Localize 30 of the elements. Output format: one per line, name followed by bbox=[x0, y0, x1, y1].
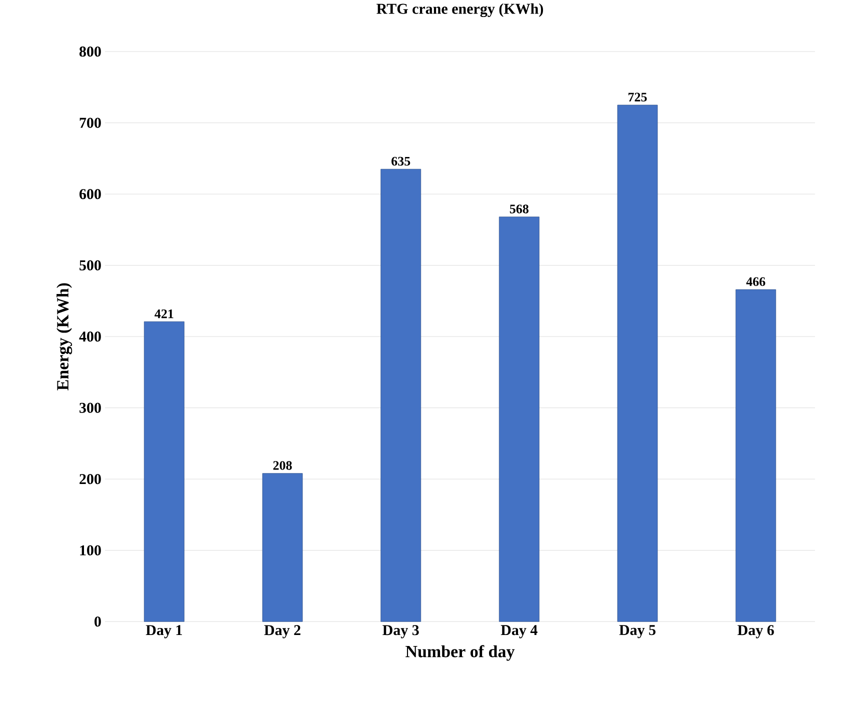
y-tick-label: 300 bbox=[80, 402, 101, 414]
data-label: 208 bbox=[273, 461, 292, 470]
y-tick-label: 500 bbox=[80, 260, 101, 271]
x-tick-label: Day 5 bbox=[619, 625, 656, 638]
bar bbox=[617, 105, 658, 622]
x-tick-label: Day 6 bbox=[738, 625, 774, 638]
x-tick-label: Day 4 bbox=[500, 625, 538, 638]
data-label: 635 bbox=[392, 157, 410, 166]
bar bbox=[380, 169, 422, 622]
data-label: 725 bbox=[628, 92, 647, 102]
y-tick-label: 800 bbox=[79, 46, 101, 57]
bar bbox=[736, 290, 776, 622]
bar bbox=[498, 216, 540, 622]
data-label: 568 bbox=[510, 204, 528, 214]
y-tick-label: 100 bbox=[80, 545, 101, 556]
bar bbox=[262, 473, 303, 622]
x-tick-label: Day 1 bbox=[146, 625, 182, 638]
y-tick-label: 600 bbox=[79, 189, 101, 200]
y-axis-title: Energy (KWh) bbox=[56, 283, 72, 391]
data-label: 421 bbox=[154, 310, 174, 318]
y-tick-label: 700 bbox=[80, 118, 101, 128]
chart-title: RTG crane energy (KWh) bbox=[376, 4, 544, 18]
bar bbox=[144, 322, 184, 622]
y-tick-label: 200 bbox=[80, 474, 101, 484]
y-tick-label: 0 bbox=[94, 616, 101, 627]
y-tick-label: 400 bbox=[79, 332, 101, 342]
data-label: 466 bbox=[746, 277, 766, 286]
x-tick-label: Day 2 bbox=[264, 625, 300, 638]
x-tick-label: Day 3 bbox=[382, 625, 419, 638]
x-axis-title: Number of day bbox=[406, 645, 515, 661]
